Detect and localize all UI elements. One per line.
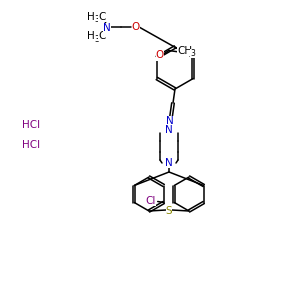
Text: C: C [98,12,106,22]
Text: N: N [103,23,111,33]
Text: CH: CH [177,46,192,56]
Text: N: N [165,125,173,135]
Text: C: C [98,31,106,41]
Text: Cl: Cl [146,196,156,206]
Text: 3: 3 [94,34,99,43]
Text: H: H [87,12,95,22]
Text: HCl: HCl [22,140,40,150]
Text: N: N [165,158,173,168]
Text: S: S [166,206,172,216]
Text: N: N [166,116,174,126]
Text: O: O [156,50,164,61]
Text: O: O [132,22,140,32]
Text: HCl: HCl [22,120,40,130]
Text: H: H [87,31,95,41]
Text: 3: 3 [190,49,195,58]
Text: 3: 3 [94,16,99,25]
